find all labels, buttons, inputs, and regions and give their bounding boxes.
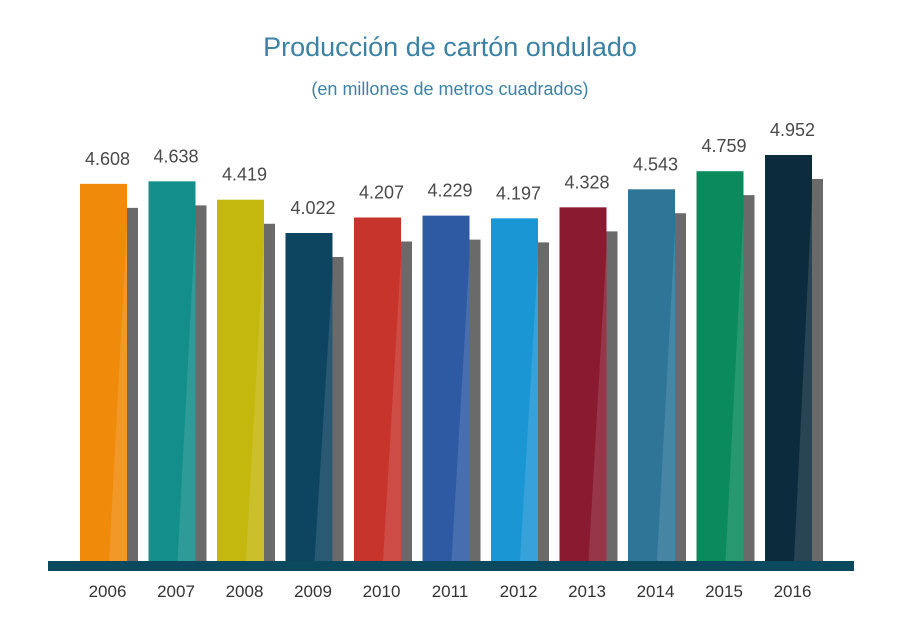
chart-subtitle: (en millones de metros cuadrados) <box>311 79 588 99</box>
category-label-2010: 2010 <box>363 582 401 601</box>
category-label-2012: 2012 <box>500 582 538 601</box>
bars-group <box>80 155 823 562</box>
value-label-2013: 4.328 <box>564 172 609 192</box>
bar-highlight-2010 <box>383 257 401 561</box>
bar-2009 <box>285 233 333 561</box>
bar-2012 <box>491 218 538 562</box>
category-label-2008: 2008 <box>226 582 264 601</box>
category-label-2013: 2013 <box>568 582 606 601</box>
bar-highlight-2014 <box>657 229 675 561</box>
value-labels-group: 4.608 4.638 4.419 4.022 4.207 4.229 4.197 4.328… <box>85 120 815 218</box>
bar-highlight-2011 <box>451 255 470 561</box>
bar-2013 <box>559 207 607 561</box>
value-label-2016: 4.952 <box>770 120 815 140</box>
bar-2008 <box>217 199 264 561</box>
value-label-2008: 4.419 <box>222 165 267 185</box>
category-label-2006: 2006 <box>89 582 127 601</box>
category-label-2007: 2007 <box>157 582 195 601</box>
category-label-2016: 2016 <box>774 582 812 601</box>
category-label-2014: 2014 <box>637 582 675 601</box>
bar-highlight-2008 <box>246 239 264 561</box>
category-label-2011: 2011 <box>432 582 469 601</box>
bar-highlight-2006 <box>109 223 127 561</box>
category-labels-group: 2006 2007 2008 2009 2010 2011 2012 2013 2014 2015… <box>89 582 812 601</box>
bar-2011 <box>422 215 470 561</box>
bar-highlight-2016 <box>794 195 812 561</box>
bar-2016 <box>765 155 812 561</box>
category-label-2015: 2015 <box>705 582 743 601</box>
bar-2010 <box>354 217 401 561</box>
value-label-2014: 4.543 <box>633 154 678 174</box>
value-label-2012: 4.197 <box>496 183 541 203</box>
bar-2014 <box>628 189 675 561</box>
bar-highlight-2009 <box>314 273 333 561</box>
value-label-2006: 4.608 <box>85 149 130 169</box>
category-label-2009: 2009 <box>294 582 332 601</box>
chart-baseline <box>48 561 854 571</box>
bar-highlight-2013 <box>588 247 607 561</box>
bar-highlight-2015 <box>725 211 744 561</box>
chart-title: Producción de cartón ondulado <box>263 32 637 62</box>
value-label-2010: 4.207 <box>359 182 404 202</box>
value-label-2007: 4.638 <box>153 146 198 166</box>
bar-2006 <box>80 183 127 561</box>
value-label-2011: 4.229 <box>427 181 472 201</box>
value-label-2015: 4.759 <box>701 136 746 156</box>
bar-2007 <box>148 181 196 561</box>
bar-highlight-2007 <box>177 221 196 561</box>
bar-highlight-2012 <box>520 258 538 561</box>
value-label-2009: 4.022 <box>290 198 335 218</box>
bar-2015 <box>696 171 744 561</box>
